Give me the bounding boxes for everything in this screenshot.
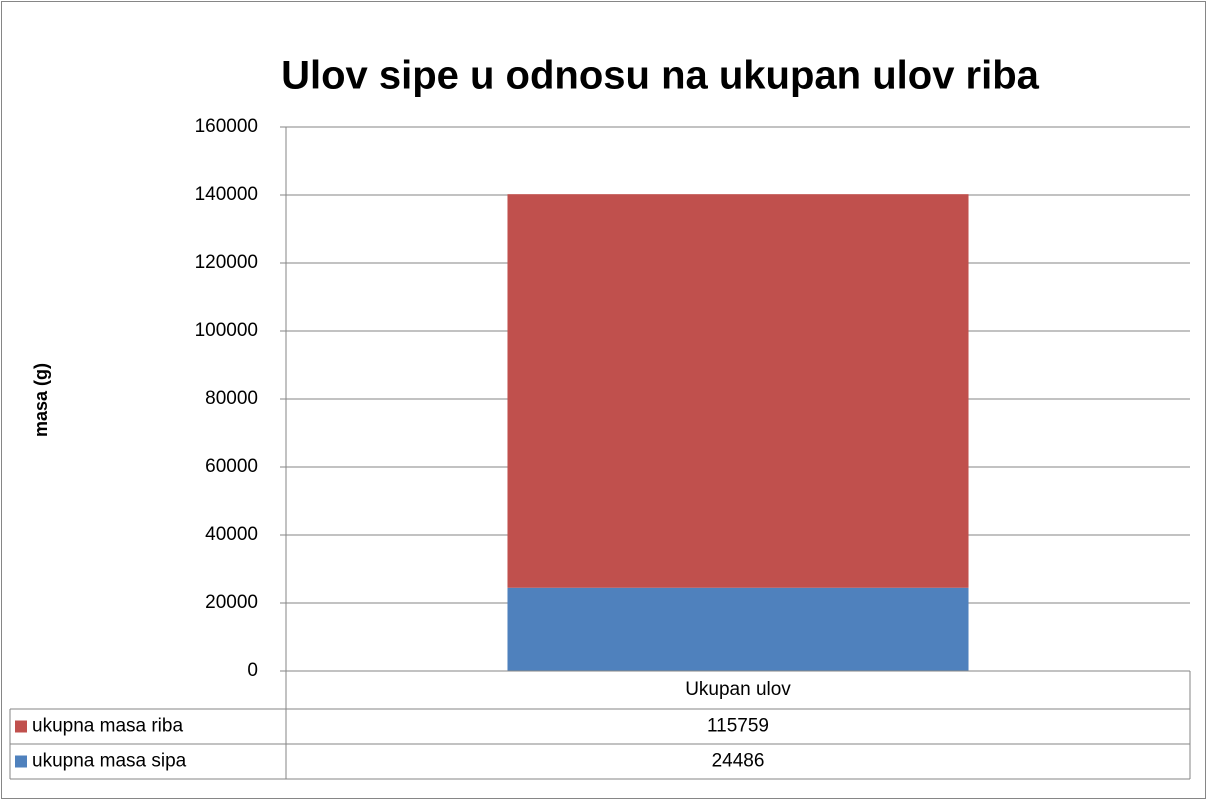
- table-value: 115759: [707, 716, 769, 737]
- y-tick-label: 60000: [205, 456, 258, 477]
- legend-label: ukupna masa riba: [32, 716, 183, 737]
- y-tick-label: 0: [247, 660, 258, 681]
- table-value: 24486: [712, 751, 765, 772]
- y-tick-label: 40000: [205, 524, 258, 545]
- y-tick-label: 140000: [195, 184, 258, 205]
- legend-label: ukupna masa sipa: [32, 751, 187, 772]
- y-tick-label: 160000: [195, 116, 258, 137]
- y-axis-label: masa (g): [31, 363, 51, 437]
- bar-segment: [507, 194, 969, 588]
- legend-swatch: [15, 755, 27, 768]
- y-tick-label: 100000: [195, 320, 258, 341]
- y-tick-label: 80000: [205, 388, 258, 409]
- x-tick-label: Ukupan ulov: [685, 679, 791, 700]
- y-tick-label: 120000: [195, 252, 258, 273]
- bar-segment: [507, 587, 969, 671]
- chart-title: Ulov sipe u odnosu na ukupan ulov riba: [281, 54, 1040, 98]
- y-tick-label: 20000: [205, 592, 258, 613]
- legend-swatch: [15, 720, 27, 733]
